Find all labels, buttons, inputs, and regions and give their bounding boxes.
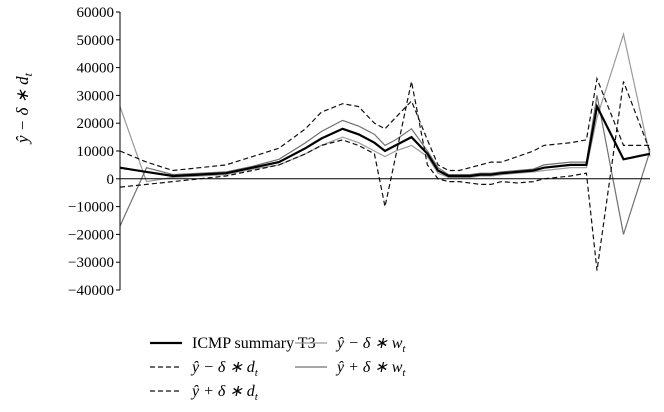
legend-label: ŷ + δ ∗ dt [190, 383, 259, 403]
y-axis-label-base: ŷ − δ ∗ d [13, 76, 32, 145]
series-layer [119, 31, 651, 271]
y-axis-ticks: −40000 −30000 −20000 −10000 0 10000 20000 30000… [68, 5, 120, 299]
y-tick-label: −20000 [68, 227, 114, 243]
legend: ICMP summary T3 ŷ − δ ∗ dt ŷ + δ ∗ dt ŷ − δ… [150, 335, 406, 403]
y-tick-label: 0 [107, 172, 115, 188]
series-line-3 [119, 31, 651, 183]
y-tick-label: 10000 [77, 144, 115, 160]
y-tick-label: 40000 [77, 61, 115, 77]
legend-label: ŷ − δ ∗ wt [335, 335, 406, 355]
y-tick-label: 30000 [77, 88, 115, 104]
series-line-0 [119, 103, 651, 178]
y-tick-label: −10000 [68, 200, 114, 216]
y-tick-label: 50000 [77, 33, 115, 49]
series-line-1 [119, 81, 651, 271]
legend-label: ŷ + δ ∗ wt [335, 359, 406, 379]
legend-label: ŷ − δ ∗ dt [190, 359, 259, 379]
y-tick-label: 60000 [77, 5, 115, 21]
y-axis-label-subscript: t [21, 72, 35, 76]
y-tick-label: 20000 [77, 116, 115, 132]
series-line-2 [119, 76, 650, 172]
y-tick-label: −40000 [68, 283, 114, 299]
series-line-4 [119, 95, 651, 235]
legend-label: ICMP summary T3 [192, 335, 316, 352]
y-tick-label: −30000 [68, 255, 114, 271]
y-axis-label: ŷ − δ ∗ dt [13, 72, 35, 145]
